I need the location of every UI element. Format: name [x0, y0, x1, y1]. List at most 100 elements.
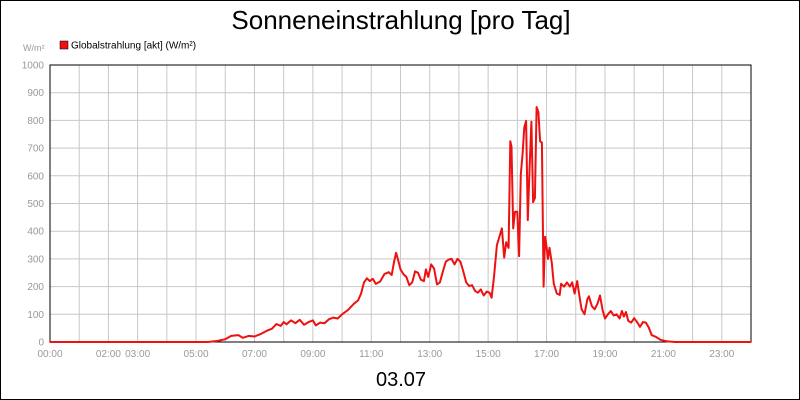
y-tick-label: 400 — [27, 227, 44, 238]
data-point — [372, 278, 374, 280]
data-point — [275, 323, 278, 325]
y-tick-label: 0 — [38, 338, 44, 349]
data-point — [535, 106, 538, 108]
data-point — [505, 241, 508, 244]
data-point — [518, 255, 520, 257]
data-point — [618, 317, 621, 320]
data-point — [659, 339, 662, 341]
data-point — [411, 281, 414, 284]
data-point — [303, 324, 305, 326]
data-point — [528, 166, 531, 169]
data-point — [332, 316, 335, 319]
data-point — [294, 322, 297, 325]
data-point — [242, 337, 244, 339]
y-tick-label: 200 — [27, 282, 44, 293]
y-tick-label: 900 — [27, 88, 44, 99]
data-point — [417, 272, 419, 274]
data-point — [630, 321, 632, 324]
data-point — [579, 299, 581, 302]
data-point — [282, 321, 285, 323]
data-point — [379, 280, 381, 283]
x-tick-label: 11:00 — [359, 349, 384, 360]
data-point — [439, 281, 441, 284]
x-tick-label: 23:00 — [709, 349, 734, 360]
plot-area — [49, 64, 752, 343]
y-tick-label: 600 — [27, 171, 44, 182]
data-point — [655, 336, 657, 338]
data-point — [521, 152, 524, 155]
data-point — [599, 294, 601, 297]
data-point — [49, 341, 51, 343]
data-point — [541, 141, 543, 144]
data-point — [388, 271, 390, 274]
data-point — [525, 120, 527, 122]
data-point — [571, 281, 573, 284]
data-point — [477, 291, 479, 294]
data-point — [576, 280, 578, 282]
data-point — [482, 294, 485, 297]
data-point — [612, 314, 615, 317]
data-point — [573, 292, 576, 295]
data-point — [230, 335, 232, 337]
data-point — [471, 284, 473, 287]
data-point — [374, 283, 377, 285]
data-point — [453, 263, 456, 266]
y-tick-label: 100 — [27, 310, 44, 321]
data-point — [402, 273, 405, 275]
data-point — [499, 234, 501, 237]
data-point — [551, 262, 553, 264]
data-point — [633, 317, 635, 320]
data-point — [462, 270, 465, 273]
data-point — [566, 281, 568, 284]
y-tick-label: 1000 — [22, 61, 45, 72]
x-tick-label: 03:00 — [125, 349, 150, 360]
data-point — [425, 268, 427, 271]
data-point — [601, 309, 604, 311]
data-point — [520, 173, 522, 176]
data-point — [591, 305, 593, 307]
y-tick-label: 500 — [27, 199, 44, 210]
data-point — [285, 323, 288, 326]
data-point — [253, 335, 256, 338]
data-point — [583, 313, 586, 316]
data-point — [580, 308, 583, 311]
x-tick-label: 09:00 — [300, 349, 325, 360]
data-point — [468, 285, 470, 287]
data-point — [360, 292, 362, 295]
data-point — [423, 280, 425, 282]
data-point — [414, 270, 416, 273]
x-tick-label: 19:00 — [592, 349, 617, 360]
data-point — [397, 259, 400, 262]
data-point — [604, 317, 606, 320]
data-point — [516, 211, 519, 213]
data-point — [527, 219, 529, 221]
y-tick-label: 300 — [27, 254, 44, 265]
data-point — [509, 140, 512, 142]
data-point — [534, 197, 536, 199]
chart-title: Sonneneinstrahlung [pro Tag] — [231, 5, 570, 35]
data-point — [445, 260, 447, 263]
data-point — [363, 281, 365, 284]
data-point — [510, 145, 513, 148]
data-point — [532, 201, 534, 203]
data-point — [353, 303, 355, 305]
data-point — [639, 326, 641, 328]
data-point — [645, 321, 647, 324]
data-point — [493, 276, 495, 278]
data-point — [217, 340, 219, 342]
x-tick-label: 15:00 — [476, 349, 501, 360]
data-point — [488, 291, 491, 294]
data-point — [408, 284, 411, 287]
data-point — [450, 258, 453, 260]
data-point — [596, 302, 599, 305]
data-point — [625, 311, 627, 313]
data-point — [224, 338, 227, 341]
data-point — [328, 318, 330, 321]
data-point — [558, 294, 561, 296]
data-point — [271, 327, 273, 330]
data-point — [427, 276, 430, 278]
data-point — [237, 334, 240, 336]
data-point — [542, 285, 545, 288]
data-point — [621, 310, 623, 312]
